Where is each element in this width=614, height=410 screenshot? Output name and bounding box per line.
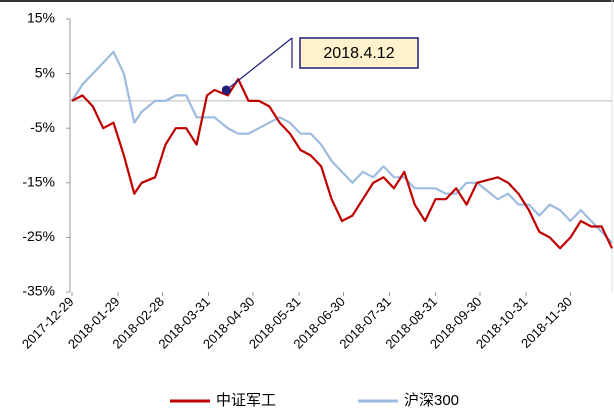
y-tick-label: -25% [22, 228, 55, 244]
legend-label: 中证军工 [216, 392, 276, 409]
annotation-box [299, 37, 419, 69]
series-line [71, 50, 613, 244]
annotation-text: 2018.4.12 [323, 45, 394, 62]
y-tick-label: 5% [35, 64, 55, 80]
y-tick-label: -35% [22, 283, 55, 299]
legend-label: 沪深300 [404, 392, 459, 409]
y-tick-label: 15% [27, 10, 55, 26]
annotation-dot [221, 85, 231, 95]
series-line [71, 78, 613, 250]
annotation-leader [225, 37, 293, 91]
y-tick-label: -15% [22, 174, 55, 190]
y-tick-label: -5% [30, 119, 55, 135]
